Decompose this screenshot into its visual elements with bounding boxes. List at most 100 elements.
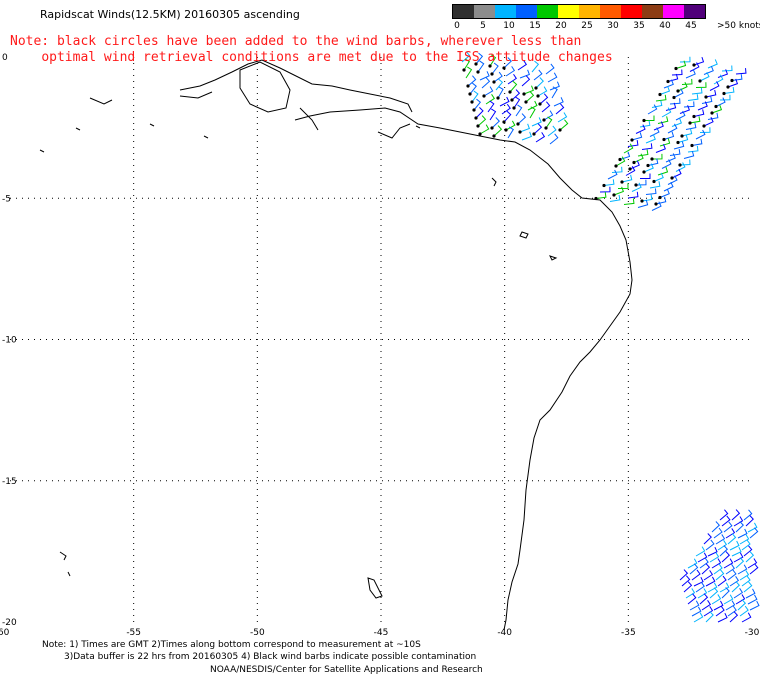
wind-barb <box>645 134 656 144</box>
contamination-circle <box>612 193 616 197</box>
wind-barbs <box>461 51 760 623</box>
wind-barb <box>609 194 621 202</box>
legend-swatch <box>642 5 663 18</box>
wind-barb <box>503 110 512 123</box>
wind-barb <box>475 106 484 119</box>
wind-barb <box>659 86 671 95</box>
legend-label: 45 <box>685 21 697 31</box>
wind-barb <box>649 181 661 189</box>
contamination-circle <box>594 196 598 201</box>
wind-barb <box>531 60 540 73</box>
wind-barb <box>699 593 709 605</box>
wind-barb <box>697 552 708 563</box>
wind-barb <box>661 107 672 118</box>
wind-barb <box>663 131 675 140</box>
wind-barb <box>631 182 642 192</box>
wind-barb <box>505 66 516 77</box>
wind-barb <box>705 576 716 587</box>
red-note: Note: black circles have been added to t… <box>10 34 613 66</box>
legend-swatch <box>600 5 621 18</box>
wind-barb <box>637 199 649 208</box>
wind-barb <box>729 540 740 551</box>
wind-barb <box>603 179 615 186</box>
wind-barb <box>653 121 664 131</box>
wind-barb <box>635 124 646 134</box>
wind-barb <box>635 179 647 186</box>
wind-barb <box>519 69 531 79</box>
wind-barb <box>533 123 543 135</box>
wind-barb <box>631 132 643 141</box>
wind-barb <box>727 569 737 581</box>
wind-barb <box>617 183 629 189</box>
contamination-circle <box>476 70 480 74</box>
wind-barb <box>615 156 626 167</box>
legend-swatch <box>621 5 642 18</box>
contamination-circle <box>502 66 506 70</box>
contamination-circle <box>692 63 696 67</box>
wind-barb <box>687 558 698 569</box>
wind-barb <box>693 612 704 623</box>
wind-barb <box>705 611 714 623</box>
wind-barb <box>557 112 568 123</box>
wind-barb <box>621 174 633 183</box>
note-line-1: Note: black circles have been added to t… <box>10 34 582 49</box>
wind-barb <box>501 103 511 115</box>
legend-label: 15 <box>529 21 541 31</box>
contamination-circle <box>518 130 522 134</box>
contamination-circle <box>704 95 708 99</box>
wind-barb <box>497 86 504 99</box>
contamination-circle <box>538 102 542 106</box>
wind-barb <box>669 98 681 105</box>
axis-tick-labels: -60 -55 -50 -45 -40 -35 -30 0 -5 -10 -15 -20 <box>0 53 760 638</box>
legend-label: >50 knots <box>717 21 760 31</box>
wind-barb <box>701 563 711 575</box>
contamination-circle <box>534 86 538 90</box>
contamination-circle <box>628 167 632 171</box>
wind-barb <box>507 126 514 139</box>
wind-barb <box>707 59 718 69</box>
contamination-circle <box>476 124 480 128</box>
wind-barb <box>745 551 755 563</box>
wind-barb <box>749 527 759 539</box>
wind-barb <box>733 588 744 599</box>
wind-barb <box>731 509 741 521</box>
legend-swatch <box>558 5 579 18</box>
wind-barb <box>703 533 712 545</box>
wind-barb <box>731 74 743 81</box>
x-tick-label: -40 <box>497 628 512 638</box>
contamination-circle <box>680 134 684 138</box>
wind-barb <box>717 540 728 551</box>
wind-barb <box>743 581 753 593</box>
legend-swatch <box>453 5 474 18</box>
y-tick-label: 0 <box>2 53 8 63</box>
wind-barb <box>643 163 654 173</box>
wind-barb <box>549 133 559 145</box>
wind-barb <box>693 56 705 66</box>
wind-barb <box>549 81 560 91</box>
contamination-circle <box>642 118 646 123</box>
wind-barb <box>653 172 664 182</box>
legend-label: 20 <box>555 21 567 31</box>
wind-barb <box>661 159 672 169</box>
legend-label: 0 <box>454 21 460 31</box>
wind-barb <box>711 104 723 114</box>
contamination-circle <box>558 128 562 132</box>
wind-barb <box>469 82 477 95</box>
contamination-circle <box>710 111 714 115</box>
wind-barb <box>711 558 722 569</box>
wind-barb <box>551 86 558 99</box>
contamination-circle <box>502 120 506 124</box>
wind-barb <box>699 127 711 133</box>
wind-barb <box>735 521 744 533</box>
wind-barb <box>545 116 553 129</box>
wind-barb <box>703 570 714 581</box>
wind-barb <box>719 94 731 101</box>
wind-barb <box>723 87 735 94</box>
contamination-circle <box>492 134 496 138</box>
wind-barb <box>491 62 499 75</box>
wind-barb <box>525 91 535 103</box>
wind-barb <box>713 600 724 611</box>
contamination-circle <box>544 126 548 130</box>
wind-barb <box>633 153 644 163</box>
